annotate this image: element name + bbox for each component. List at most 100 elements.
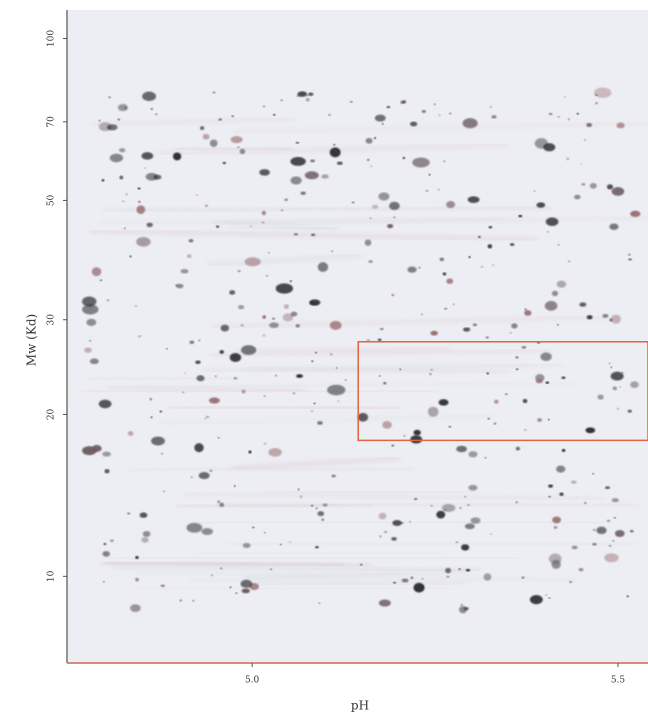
spot: [553, 525, 558, 529]
spot: [119, 175, 124, 180]
spot: [452, 303, 455, 305]
spot: [274, 374, 277, 377]
spot: [108, 96, 111, 99]
spot: [101, 179, 105, 182]
spot: [442, 160, 446, 163]
spot: [222, 161, 226, 165]
spot: [545, 381, 550, 384]
spot: [141, 537, 149, 543]
spot: [314, 351, 317, 354]
spot: [409, 520, 411, 523]
spot: [446, 575, 450, 578]
spot: [521, 576, 525, 579]
spot: [282, 313, 294, 322]
spot: [265, 274, 269, 277]
spot: [458, 605, 468, 614]
spot: [608, 362, 611, 365]
spot: [329, 352, 333, 356]
spot: [592, 472, 595, 475]
spot: [109, 539, 114, 542]
spot: [403, 435, 406, 437]
spot: [269, 568, 273, 571]
spot: [592, 528, 596, 532]
spot: [219, 350, 225, 354]
spot: [548, 484, 554, 488]
spot: [455, 541, 459, 544]
spot: [310, 233, 316, 237]
spot: [317, 420, 323, 425]
spot: [367, 158, 370, 161]
spot: [449, 112, 452, 115]
spot: [154, 113, 158, 116]
spot: [379, 535, 382, 538]
spot: [566, 157, 570, 161]
spot: [556, 465, 566, 473]
spot: [333, 143, 336, 146]
spot: [117, 118, 121, 121]
spot: [515, 368, 519, 371]
spot: [627, 409, 632, 413]
spot: [305, 98, 310, 102]
spot: [545, 594, 548, 596]
streak: [225, 216, 648, 225]
spot: [486, 372, 490, 375]
spot: [229, 290, 236, 295]
spot: [477, 235, 481, 238]
spot: [561, 376, 566, 380]
spot: [315, 507, 318, 510]
spot: [576, 112, 579, 115]
spot: [552, 516, 562, 524]
spot: [586, 122, 593, 128]
spot: [547, 231, 549, 233]
spot: [280, 209, 284, 212]
spot: [378, 192, 390, 201]
spot: [280, 99, 283, 102]
spot: [317, 511, 325, 517]
spot: [597, 394, 604, 400]
spot: [360, 563, 363, 566]
spot: [462, 327, 471, 332]
spot: [445, 567, 452, 574]
spot: [543, 143, 556, 152]
spot: [240, 345, 257, 356]
spot: [374, 136, 377, 140]
spot: [194, 443, 204, 453]
spot: [204, 204, 209, 207]
y-tick-label: 100: [47, 30, 57, 47]
spot: [229, 353, 242, 362]
spot: [262, 315, 267, 319]
spot: [295, 141, 300, 144]
spot: [214, 375, 217, 378]
spot: [561, 448, 566, 452]
spot: [545, 217, 559, 227]
spot: [407, 266, 417, 273]
y-axis-label: Mw (Kd): [25, 314, 39, 366]
spot: [433, 103, 436, 106]
spot: [280, 543, 282, 546]
spot: [613, 517, 616, 519]
spot: [91, 267, 102, 277]
spot: [418, 266, 421, 269]
spot: [430, 505, 433, 507]
spot: [151, 436, 165, 446]
streak: [103, 560, 373, 568]
spot: [472, 323, 478, 327]
spot: [262, 334, 266, 337]
spot: [329, 147, 341, 158]
spot: [429, 373, 432, 375]
gel-spots: [82, 87, 648, 614]
streak: [195, 382, 576, 388]
spot: [409, 121, 418, 127]
spot: [135, 577, 139, 582]
spot: [295, 324, 300, 328]
spot: [315, 546, 319, 549]
spot: [515, 446, 521, 451]
spot: [551, 290, 559, 297]
streak: [173, 146, 294, 151]
spot: [229, 586, 232, 589]
spot: [592, 542, 597, 546]
spot: [606, 184, 614, 190]
spot: [189, 340, 195, 345]
spot: [304, 171, 319, 180]
spot: [141, 152, 154, 160]
